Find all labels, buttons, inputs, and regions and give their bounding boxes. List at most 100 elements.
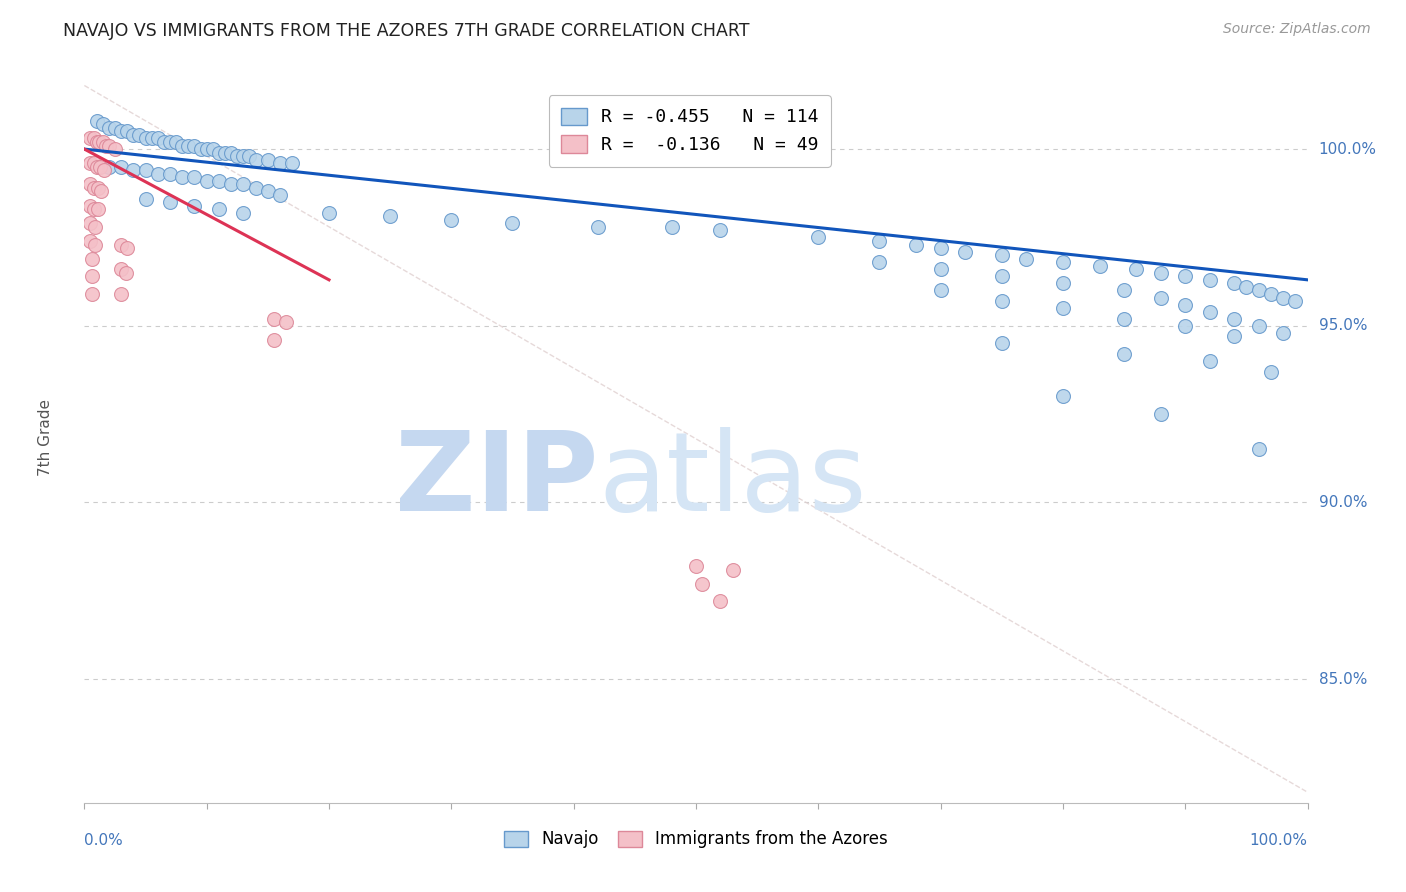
Text: atlas: atlas — [598, 427, 866, 534]
Point — [269, 188, 291, 202]
Point — [929, 241, 952, 255]
Point — [135, 131, 157, 145]
Point — [502, 216, 524, 230]
Text: NAVAJO VS IMMIGRANTS FROM THE AZORES 7TH GRADE CORRELATION CHART: NAVAJO VS IMMIGRANTS FROM THE AZORES 7TH… — [63, 22, 749, 40]
Point — [87, 202, 110, 216]
Point — [661, 219, 683, 234]
Text: 85.0%: 85.0% — [1319, 672, 1367, 687]
Point — [1174, 297, 1197, 311]
Point — [172, 138, 194, 153]
Point — [226, 149, 249, 163]
Point — [1052, 389, 1074, 403]
Point — [110, 237, 132, 252]
Point — [110, 160, 132, 174]
Point — [183, 138, 205, 153]
Point — [709, 223, 731, 237]
Point — [146, 131, 169, 145]
Point — [79, 234, 101, 248]
Point — [1260, 287, 1282, 301]
Point — [1174, 318, 1197, 333]
Point — [1284, 293, 1306, 308]
Point — [380, 209, 402, 223]
Point — [115, 124, 138, 138]
Point — [110, 262, 132, 277]
Point — [1114, 311, 1136, 326]
Point — [89, 160, 111, 174]
Point — [257, 185, 280, 199]
Point — [1236, 280, 1258, 294]
Point — [87, 135, 110, 149]
Point — [159, 135, 181, 149]
Point — [80, 287, 103, 301]
Point — [177, 138, 200, 153]
Point — [1198, 354, 1220, 368]
Point — [90, 185, 112, 199]
Point — [318, 205, 340, 219]
Point — [79, 199, 101, 213]
Point — [219, 178, 242, 192]
Point — [991, 293, 1014, 308]
Point — [1198, 304, 1220, 318]
Point — [93, 163, 115, 178]
Text: Source: ZipAtlas.com: Source: ZipAtlas.com — [1223, 22, 1371, 37]
Point — [153, 135, 176, 149]
Point — [159, 167, 181, 181]
Point — [146, 167, 169, 181]
Text: ZIP: ZIP — [395, 427, 598, 534]
Point — [97, 138, 120, 153]
Point — [208, 174, 231, 188]
Point — [1223, 277, 1246, 291]
Point — [232, 178, 254, 192]
Point — [172, 170, 194, 185]
Point — [219, 145, 242, 160]
Point — [1125, 262, 1147, 277]
Point — [135, 192, 157, 206]
Point — [440, 212, 463, 227]
Point — [1015, 252, 1038, 266]
Point — [195, 142, 218, 156]
Point — [869, 234, 891, 248]
Point — [83, 202, 105, 216]
Point — [1150, 291, 1173, 305]
Point — [807, 230, 830, 244]
Point — [709, 594, 731, 608]
Point — [685, 559, 707, 574]
Point — [929, 284, 952, 298]
Point — [141, 131, 163, 145]
Point — [84, 219, 107, 234]
Point — [1088, 259, 1111, 273]
Point — [104, 142, 127, 156]
Point — [115, 266, 138, 280]
Point — [86, 135, 108, 149]
Point — [269, 156, 291, 170]
Point — [1052, 301, 1074, 315]
Point — [122, 128, 145, 142]
Text: 90.0%: 90.0% — [1319, 495, 1367, 510]
Point — [96, 138, 118, 153]
Point — [128, 128, 150, 142]
Point — [214, 145, 236, 160]
Point — [110, 287, 132, 301]
Point — [135, 163, 157, 178]
Point — [1272, 326, 1295, 340]
Point — [165, 135, 187, 149]
Point — [245, 181, 267, 195]
Point — [1174, 269, 1197, 284]
Point — [991, 336, 1014, 351]
Point — [991, 269, 1014, 284]
Point — [1247, 284, 1270, 298]
Point — [257, 153, 280, 167]
Point — [79, 156, 101, 170]
Point — [263, 333, 285, 347]
Point — [159, 195, 181, 210]
Point — [110, 124, 132, 138]
Point — [122, 163, 145, 178]
Point — [79, 178, 101, 192]
Point — [1223, 329, 1246, 343]
Point — [1198, 273, 1220, 287]
Point — [263, 311, 285, 326]
Point — [276, 315, 298, 329]
Point — [84, 237, 107, 252]
Point — [281, 156, 304, 170]
Point — [83, 131, 105, 145]
